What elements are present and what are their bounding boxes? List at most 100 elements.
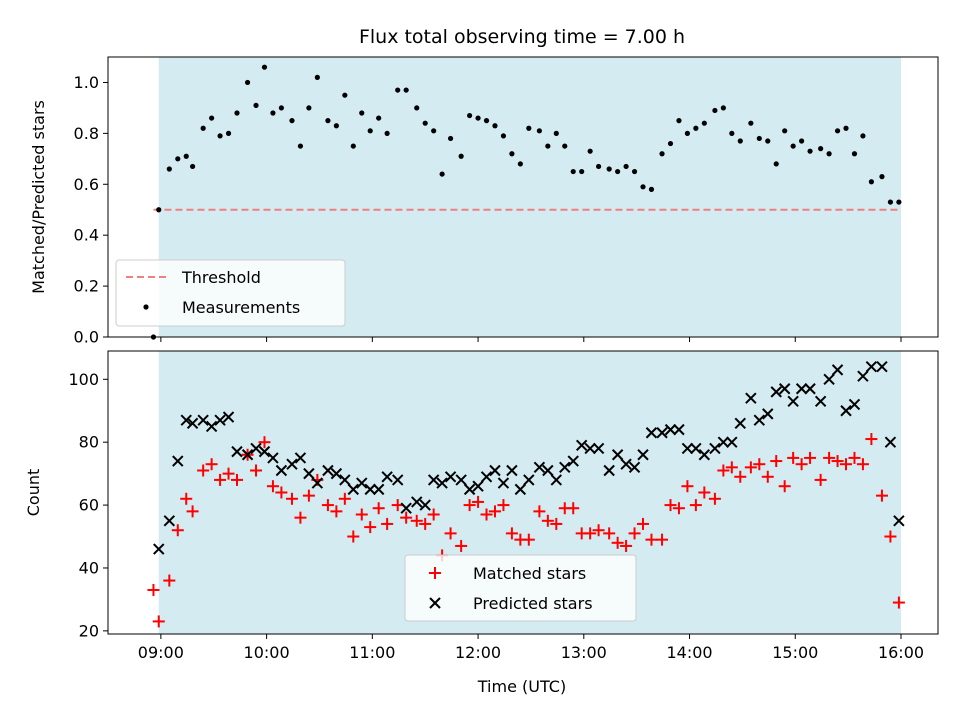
matched-star-point: [214, 473, 227, 486]
predicted-star-point: [893, 515, 905, 527]
matched-star-point: [698, 486, 711, 499]
measurement-point: [183, 153, 189, 159]
matched-star-point: [222, 467, 235, 480]
predicted-star-point: [514, 483, 527, 496]
matched-star-point: [664, 499, 677, 512]
predicted-star-point: [339, 474, 351, 486]
predicted-star-point: [186, 417, 199, 430]
matched-star-point: [848, 451, 861, 464]
measurement-point: [860, 133, 866, 139]
matched-star-point: [444, 527, 457, 540]
predicted-star-point: [770, 386, 782, 398]
measurement-point: [156, 207, 162, 213]
measurement-point: [579, 168, 585, 175]
measurement-point: [403, 87, 409, 93]
x-tick-label: 16:00: [878, 643, 924, 662]
x-tick-label: 13:00: [561, 643, 607, 662]
measurement-point: [483, 118, 490, 124]
matched-star-point: [672, 502, 685, 515]
measurement-point: [517, 161, 523, 167]
matched-star-point: [480, 508, 493, 521]
legend-predicted-label: Predicted stars: [473, 594, 593, 613]
matched-star-point: [717, 464, 730, 477]
predicted-star-point: [330, 467, 343, 480]
measurement-point: [500, 133, 507, 139]
measurement-point: [765, 138, 771, 144]
predicted-star-point: [603, 464, 615, 477]
matched-star-point: [804, 451, 817, 464]
measurement-point: [790, 143, 796, 149]
matched-star-point: [497, 499, 510, 512]
predicted-star-point: [620, 458, 632, 470]
predicted-star-point: [180, 414, 192, 426]
measurement-point: [175, 156, 181, 162]
matched-star-point: [603, 527, 616, 540]
matched-star-point: [250, 464, 263, 477]
matched-star-point: [205, 458, 218, 471]
measurement-point: [606, 166, 612, 172]
measurement-point: [676, 118, 682, 124]
predicted-star-point: [523, 474, 535, 486]
measurement-point: [509, 151, 515, 157]
matched-star-point: [455, 539, 468, 552]
count-y-axis-label: Count: [24, 469, 43, 517]
legend-measurements-label: Measurements: [182, 298, 300, 317]
ratio-y-ticks: 0.0 0.2 0.4 0.6 0.8 1.0: [74, 73, 108, 347]
predicted-star-point: [411, 496, 423, 508]
measurement-point: [297, 143, 304, 149]
measurement-point: [562, 143, 568, 149]
matched-star-point: [831, 455, 844, 468]
measurement-point: [261, 64, 268, 70]
predicted-star-point: [381, 471, 393, 483]
predicted-star-point: [592, 442, 605, 455]
measurement-point: [350, 143, 356, 149]
predicted-star-point: [372, 483, 385, 496]
predicted-star-point: [506, 464, 518, 477]
predicted-star-point: [303, 467, 315, 480]
predicted-star-point: [163, 515, 176, 527]
predicted-star-point: [153, 543, 165, 555]
measurement-point: [376, 115, 382, 121]
legend-predicted-swatch: [429, 597, 441, 609]
matched-star-point: [637, 517, 650, 530]
measurement-point: [756, 135, 762, 142]
matched-star-point: [656, 533, 669, 546]
measurement-point: [526, 125, 532, 131]
matched-star-point: [381, 517, 394, 530]
measurement-point: [729, 130, 735, 136]
predicted-star-point: [444, 471, 457, 483]
matched-star-point: [814, 473, 827, 486]
predicted-star-point: [726, 436, 738, 448]
measurement-point: [623, 163, 629, 170]
y-tick-label: 0.4: [74, 226, 99, 245]
measurement-point: [384, 130, 390, 136]
measurement-point: [333, 123, 339, 129]
predicted-star-point: [611, 449, 624, 461]
matched-star-point: [285, 492, 298, 505]
measurement-point: [439, 171, 445, 177]
measurement-point: [701, 120, 707, 126]
matched-star-point: [400, 511, 413, 524]
y-tick-label: 100: [68, 370, 99, 389]
ratio-panel: 0.0 0.2 0.4 0.6 0.8 1.0 Matched/Predicted sta…: [29, 56, 939, 347]
measurement-point: [414, 105, 420, 111]
matched-star-point: [681, 480, 694, 493]
matched-star-point: [275, 486, 288, 499]
measurement-point: [422, 120, 428, 126]
predicted-star-point: [455, 474, 467, 486]
predicted-star-point: [673, 423, 685, 436]
predicted-star-point: [795, 383, 808, 395]
ratio-panel-frame: [107, 56, 939, 338]
y-tick-label: 0.0: [74, 328, 99, 347]
matched-star-point: [230, 473, 243, 486]
count-legend: Matched stars Predicted stars: [404, 554, 637, 622]
predicted-star-point: [628, 461, 641, 474]
matched-star-point: [147, 583, 160, 596]
matched-star-point: [708, 492, 721, 505]
measurement-point: [843, 125, 849, 131]
measurement-point: [253, 102, 259, 108]
matched-star-point: [522, 533, 535, 546]
matched-star-point: [505, 527, 518, 540]
predicted-star-point: [656, 427, 668, 439]
